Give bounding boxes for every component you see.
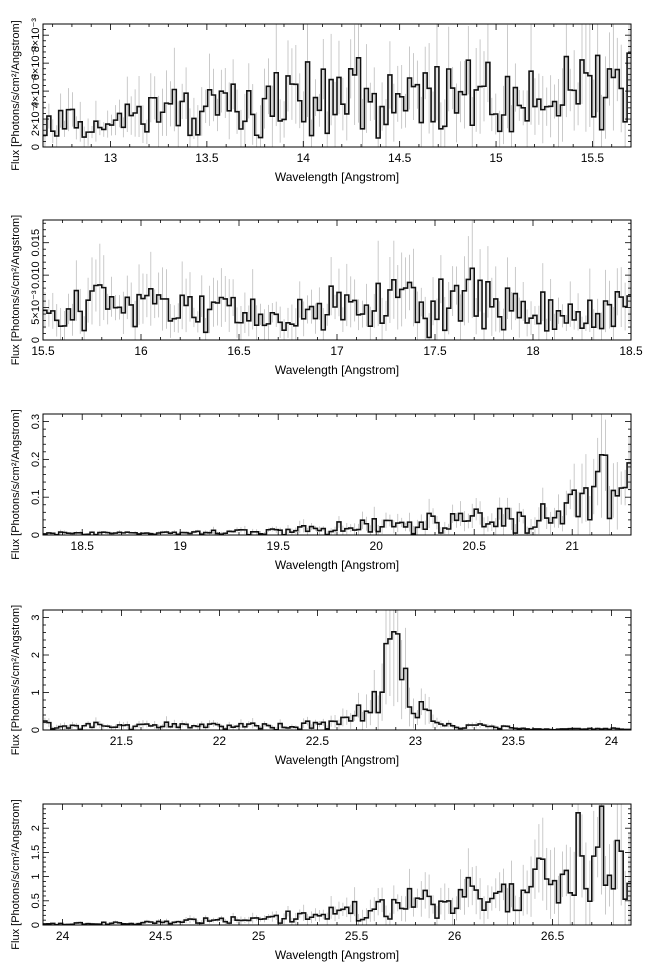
y-tick-label: 0.3 — [30, 414, 42, 429]
y-tick-label: 0 — [30, 922, 42, 928]
x-tick-label: 23 — [409, 734, 423, 748]
y-tick-label: 0.010 — [30, 261, 42, 289]
x-tick-label: 26.5 — [541, 929, 565, 943]
y-tick-label: 1 — [30, 874, 42, 880]
spectrum-plot-area — [43, 610, 631, 730]
y-tick-label: 5×10⁻³ — [30, 290, 42, 325]
spectrum-step-line — [43, 267, 631, 339]
y-tick-label: 2×10⁻³ — [30, 102, 42, 137]
x-tick-label: 13 — [104, 151, 118, 165]
x-tick-label: 19 — [174, 539, 188, 553]
y-tick-label: 2 — [30, 652, 42, 658]
x-tick-label: 21.5 — [110, 734, 134, 748]
x-axis-label: Wavelength [Angstrom] — [275, 558, 399, 572]
y-tick-label: 0 — [30, 337, 42, 343]
chart-panel-2: 15.5 16 16.5 17 17.5 18 18.5 0 5×10⁻³0.010 0.015 W… — [10, 215, 643, 377]
x-tick-label: 18.5 — [71, 539, 95, 553]
x-tick-label: 18.5 — [619, 344, 643, 358]
spectrum-plot-area — [43, 414, 631, 535]
x-tick-label: 25.5 — [345, 929, 369, 943]
chart-panel-5: 24 24.5 25 25.5 26 26.5 0 0.5 1 1.5 2 Wavelength [A… — [10, 799, 632, 962]
x-tick-label: 14.5 — [388, 151, 412, 165]
y-tick-label: 3 — [30, 614, 42, 620]
x-tick-label: 21 — [566, 539, 580, 553]
x-tick-label: 22.5 — [306, 734, 330, 748]
x-tick-label: 14 — [297, 151, 311, 165]
y-tick-label: 0 — [30, 727, 42, 733]
spectrum-plot-area — [43, 24, 631, 147]
y-tick-label: 0.2 — [30, 452, 42, 467]
y-axis-label: Flux [Photons/s/cm²/Angstrom] — [10, 799, 22, 949]
x-tick-label: 24 — [605, 734, 619, 748]
x-axis-label: Wavelength [Angstrom] — [275, 753, 399, 767]
y-tick-label: 0.015 — [30, 229, 42, 257]
y-axis-label: Flux [Photons/s/cm²/Angstrom] — [10, 20, 22, 170]
x-axis-label: Wavelength [Angstrom] — [275, 363, 399, 377]
x-tick-label: 15.5 — [31, 344, 55, 358]
x-tick-label: 16 — [134, 344, 148, 358]
x-axis-label: Wavelength [Angstrom] — [275, 948, 399, 962]
plot-frame — [42, 609, 632, 731]
y-tick-label: 8×10⁻³ — [30, 18, 42, 53]
y-axis-label: Flux [Photons/s/cm²/Angstrom] — [10, 605, 22, 755]
spectrum-step-line — [43, 52, 631, 139]
x-tick-label: 17 — [330, 344, 344, 358]
y-tick-label: 4×10⁻³ — [30, 74, 42, 109]
spectrum-plot-area — [43, 804, 631, 925]
y-tick-label: 0.1 — [30, 490, 42, 505]
x-tick-label: 19.5 — [267, 539, 291, 553]
x-tick-label: 20 — [370, 539, 384, 553]
x-tick-label: 17.5 — [423, 344, 447, 358]
spectrum-plot-area — [43, 220, 631, 340]
x-tick-label: 20.5 — [463, 539, 487, 553]
x-tick-label: 24.5 — [149, 929, 173, 943]
spectrum-step-line — [43, 631, 631, 730]
y-axis-label: Flux [Photons/s/cm²/Angstrom] — [10, 215, 22, 365]
x-tick-label: 15 — [489, 151, 503, 165]
x-tick-label: 26 — [448, 929, 462, 943]
y-tick-label: 2 — [30, 825, 42, 831]
x-tick-label: 22 — [213, 734, 227, 748]
y-tick-label: 1.5 — [30, 845, 42, 860]
x-tick-label: 16.5 — [227, 344, 251, 358]
y-tick-label: 1 — [30, 689, 42, 695]
x-axis-label: Wavelength [Angstrom] — [275, 170, 399, 184]
x-tick-label: 18 — [526, 344, 540, 358]
chart-panel-3: 18.5 19 19.5 20 20.5 21 0 0.1 0.2 0.3 Wavelength [… — [10, 409, 632, 572]
x-tick-label: 15.5 — [581, 151, 605, 165]
y-tick-label: 0 — [30, 144, 42, 150]
x-tick-label: 24 — [56, 929, 70, 943]
y-tick-label: 6×10⁻³ — [30, 46, 42, 81]
y-tick-label: 0.5 — [30, 893, 42, 908]
y-axis-label: Flux [Photons/s/cm²/Angstrom] — [10, 409, 22, 559]
x-tick-label: 25 — [252, 929, 266, 943]
chart-panel-1: 13 13.5 14 14.5 15 15.5 0 2×10⁻³4×10⁻³6×10⁻³8×1… — [10, 18, 632, 184]
y-tick-label: 0 — [30, 532, 42, 538]
x-tick-label: 23.5 — [502, 734, 526, 748]
x-tick-label: 13.5 — [195, 151, 219, 165]
